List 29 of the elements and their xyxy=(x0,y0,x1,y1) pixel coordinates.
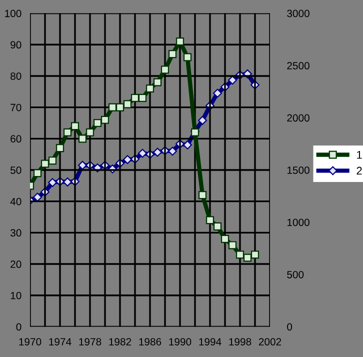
y-tick-label: 20 xyxy=(10,260,22,268)
y-tick-label: 10 xyxy=(10,292,22,300)
x-tick-label: 1982 xyxy=(109,338,132,346)
y2-tick-label: 500 xyxy=(287,270,304,278)
legend-label: 2 xyxy=(356,166,362,175)
legend-label: 1 xyxy=(357,151,362,159)
x-tick-label: 2002 xyxy=(258,338,282,346)
y-tick-label: 70 xyxy=(10,104,22,112)
x-tick-label: 1990 xyxy=(169,338,192,346)
y2-tick-label: 2500 xyxy=(287,62,310,70)
y2-tick-label: 3000 xyxy=(287,10,310,18)
x-tick-label: 1974 xyxy=(49,338,72,346)
y-tick-label: 30 xyxy=(10,229,22,237)
y-tick-label: 40 xyxy=(10,198,22,206)
x-tick-label: 1986 xyxy=(139,338,162,346)
y2-tick-label: 0 xyxy=(287,323,292,331)
y-tick-label: 0 xyxy=(16,323,22,331)
y-tick-label: 60 xyxy=(10,135,22,143)
y2-tick-label: 1500 xyxy=(287,166,310,174)
x-tick-label: 1994 xyxy=(199,338,222,346)
y-tick-label: 80 xyxy=(10,72,22,80)
x-tick-label: 1978 xyxy=(79,338,102,346)
y2-tick-label: 1000 xyxy=(287,218,310,226)
y-tick-label: 90 xyxy=(10,41,22,49)
x-tick-label: 1998 xyxy=(229,338,252,346)
y-tick-label: 50 xyxy=(10,166,22,174)
x-tick-label: 1970 xyxy=(19,338,42,346)
y2-tick-label: 2000 xyxy=(287,114,310,122)
y-tick-label: 100 xyxy=(5,10,22,18)
